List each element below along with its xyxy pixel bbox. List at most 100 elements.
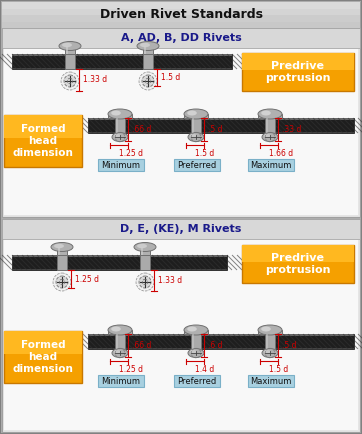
Bar: [88, 132, 354, 133]
Bar: [88, 334, 354, 349]
Circle shape: [139, 72, 157, 90]
Ellipse shape: [62, 43, 72, 47]
Text: Preferred: Preferred: [177, 377, 216, 385]
Bar: [242, 245, 354, 262]
Bar: [66, 46, 68, 54]
Text: Predrive
protrusion: Predrive protrusion: [265, 253, 331, 275]
Bar: [12, 68, 232, 69]
Ellipse shape: [140, 43, 150, 47]
Ellipse shape: [108, 109, 132, 119]
Text: 1.66 d: 1.66 d: [269, 149, 293, 158]
Circle shape: [64, 75, 76, 87]
Text: Predrive
protrusion: Predrive protrusion: [265, 61, 331, 83]
Bar: [266, 334, 268, 349]
Bar: [2, 2, 360, 9]
Text: D, E, (KE), M Rivets: D, E, (KE), M Rivets: [120, 224, 242, 234]
Bar: [265, 118, 275, 133]
Ellipse shape: [188, 349, 204, 358]
Bar: [191, 118, 201, 133]
Text: Minimum: Minimum: [101, 377, 140, 385]
Ellipse shape: [190, 134, 196, 138]
Bar: [242, 53, 354, 70]
Bar: [88, 334, 354, 335]
Bar: [2, 219, 360, 239]
Ellipse shape: [188, 132, 204, 141]
Ellipse shape: [190, 349, 196, 354]
Text: 1.5 d: 1.5 d: [269, 365, 288, 374]
Bar: [4, 115, 82, 167]
Text: 1.5 d: 1.5 d: [195, 149, 214, 158]
Bar: [4, 331, 82, 355]
Ellipse shape: [264, 349, 270, 354]
Bar: [12, 255, 227, 270]
Bar: [184, 330, 208, 334]
Bar: [57, 255, 67, 270]
Text: 1.5 d: 1.5 d: [161, 73, 180, 82]
Bar: [108, 114, 132, 118]
Bar: [98, 159, 144, 171]
Bar: [242, 245, 354, 283]
Bar: [140, 255, 150, 270]
Text: .33 d: .33 d: [282, 125, 302, 134]
Bar: [88, 118, 354, 133]
Bar: [192, 118, 194, 133]
Ellipse shape: [112, 349, 128, 358]
Bar: [4, 240, 358, 430]
Bar: [2, 28, 360, 217]
Ellipse shape: [108, 325, 132, 335]
Ellipse shape: [261, 326, 271, 332]
Bar: [2, 28, 360, 48]
Bar: [258, 330, 282, 334]
Bar: [12, 54, 232, 69]
Text: 1.4 d: 1.4 d: [195, 365, 214, 374]
Ellipse shape: [59, 42, 81, 50]
Circle shape: [53, 273, 71, 291]
Ellipse shape: [187, 111, 197, 115]
Bar: [57, 247, 67, 255]
Ellipse shape: [258, 325, 282, 335]
Ellipse shape: [184, 109, 208, 119]
Bar: [12, 269, 227, 270]
Text: 1.33 d: 1.33 d: [158, 276, 182, 285]
Ellipse shape: [54, 244, 64, 248]
Bar: [116, 334, 118, 349]
Bar: [2, 15, 360, 22]
Text: A, AD, B, DD Rivets: A, AD, B, DD Rivets: [121, 33, 241, 43]
Ellipse shape: [264, 134, 270, 138]
Bar: [266, 118, 268, 133]
Bar: [184, 114, 208, 118]
Bar: [174, 375, 220, 387]
Circle shape: [56, 276, 68, 288]
Bar: [191, 334, 201, 349]
Bar: [116, 118, 118, 133]
Ellipse shape: [112, 132, 128, 141]
Text: .66 d: .66 d: [132, 341, 151, 350]
Text: 1.25 d: 1.25 d: [119, 149, 143, 158]
Bar: [2, 9, 360, 15]
Text: .6 d: .6 d: [208, 341, 223, 350]
Bar: [144, 46, 146, 54]
Bar: [2, 219, 360, 432]
Text: Preferred: Preferred: [177, 161, 216, 170]
Bar: [242, 53, 354, 91]
Text: 1.25 d: 1.25 d: [75, 274, 99, 283]
Bar: [88, 348, 354, 349]
Text: .66 d: .66 d: [132, 125, 151, 134]
Bar: [58, 247, 60, 255]
Ellipse shape: [134, 243, 156, 251]
Bar: [4, 331, 82, 383]
Circle shape: [136, 273, 154, 291]
Bar: [115, 118, 125, 133]
Bar: [174, 159, 220, 171]
Ellipse shape: [262, 349, 278, 358]
Bar: [2, 2, 360, 28]
Circle shape: [61, 72, 79, 90]
Bar: [248, 159, 294, 171]
Ellipse shape: [262, 132, 278, 141]
Ellipse shape: [51, 243, 73, 251]
Ellipse shape: [111, 326, 121, 332]
Bar: [65, 46, 75, 54]
Text: Maximum: Maximum: [250, 161, 292, 170]
Text: Formed
head
dimension: Formed head dimension: [13, 124, 73, 158]
Ellipse shape: [137, 244, 147, 248]
